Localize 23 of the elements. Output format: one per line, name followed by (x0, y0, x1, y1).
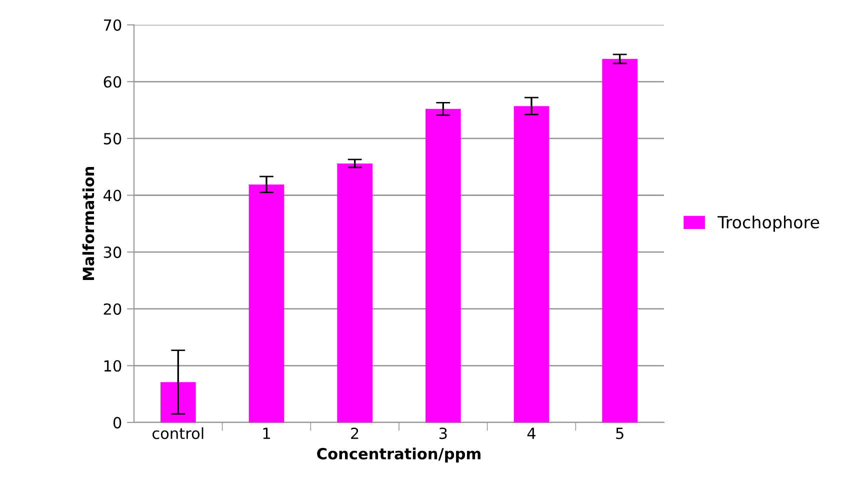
bar (337, 163, 372, 422)
y-tick-label: 0 (113, 416, 122, 428)
x-tick-label: 3 (439, 428, 447, 440)
x-tick-label: 2 (351, 428, 358, 439)
x-tick-label: control (152, 427, 204, 440)
bar (248, 184, 284, 422)
bar (160, 382, 196, 422)
x-tick-label: 5 (616, 428, 624, 440)
y-tick-label: 30 (104, 246, 122, 258)
y-tick-label: 20 (104, 303, 122, 315)
x-axis-title: Concentration/ppm (317, 448, 480, 462)
legend-label: Trochophore (718, 216, 820, 232)
bar (602, 58, 638, 422)
y-tick-label: 10 (104, 360, 122, 372)
y-tick-label: 40 (103, 190, 122, 202)
y-tick-label: 60 (104, 76, 122, 88)
bar (514, 106, 550, 422)
y-tick-label: 70 (104, 19, 122, 31)
bar (425, 108, 461, 422)
y-tick-label: 50 (104, 132, 122, 144)
x-tick-label: 4 (527, 428, 536, 439)
x-tick-label: 1 (263, 428, 270, 439)
y-axis-title: Malformation (82, 167, 94, 280)
